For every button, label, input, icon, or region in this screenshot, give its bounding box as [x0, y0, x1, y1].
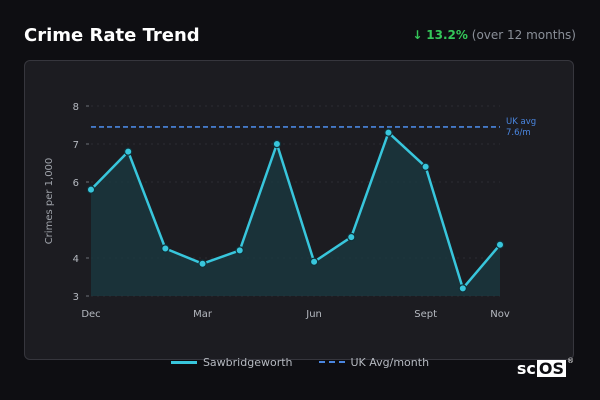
chart-title: Crime Rate Trend [24, 25, 200, 46]
legend-series-swatch [170, 360, 197, 364]
uk-avg-annotation-line2: 7.6/m [506, 128, 531, 138]
change-note: (over 12 months) [471, 28, 576, 42]
data-point [495, 240, 505, 249]
brand-logo: sc OS ® [516, 356, 574, 379]
y-tick-label: 7 [73, 140, 79, 151]
y-tick-label: 8 [73, 102, 79, 113]
data-point [198, 259, 207, 268]
x-tick-label: Sept [414, 309, 437, 320]
data-point [421, 162, 430, 171]
trend-change: ↓ 13.2% (over 12 months) [412, 28, 576, 42]
y-tick-label: 3 [73, 292, 79, 303]
data-point [235, 246, 244, 255]
x-tick-label: Nov [490, 309, 510, 320]
brand-suffix: OS [536, 359, 566, 378]
y-tick-label: 6 [73, 178, 79, 189]
y-tick-label: 4 [73, 254, 79, 265]
legend-avg-label: UK Avg/month [350, 355, 430, 369]
registered-mark: ® [567, 356, 574, 365]
data-point [458, 284, 468, 293]
uk-avg-annotation-line1: UK avg [506, 117, 536, 127]
data-point [384, 128, 393, 137]
down-arrow-icon: ↓ [412, 28, 423, 42]
x-tick-label: Dec [81, 309, 100, 320]
y-axis-label: Crimes per 1,000 [44, 158, 55, 245]
x-tick-label: Mar [193, 309, 213, 320]
legend-series-label: Sawbridgeworth [202, 355, 293, 369]
data-point [123, 147, 133, 156]
series-line [90, 131, 501, 290]
legend-item-series[interactable]: Sawbridgeworth [170, 355, 293, 369]
series-area [91, 132, 500, 296]
change-percent: 13.2% [426, 28, 468, 42]
data-point [161, 244, 170, 253]
chart-legend: Sawbridgeworth UK Avg/month [0, 352, 600, 372]
legend-item-avg[interactable]: UK Avg/month [318, 355, 430, 369]
data-point [272, 139, 282, 149]
data-point [309, 257, 319, 266]
data-point [347, 232, 356, 242]
brand-prefix: sc [516, 359, 536, 378]
legend-avg-swatch [318, 361, 345, 363]
data-point [86, 185, 96, 194]
x-tick-label: Jun [305, 309, 322, 320]
